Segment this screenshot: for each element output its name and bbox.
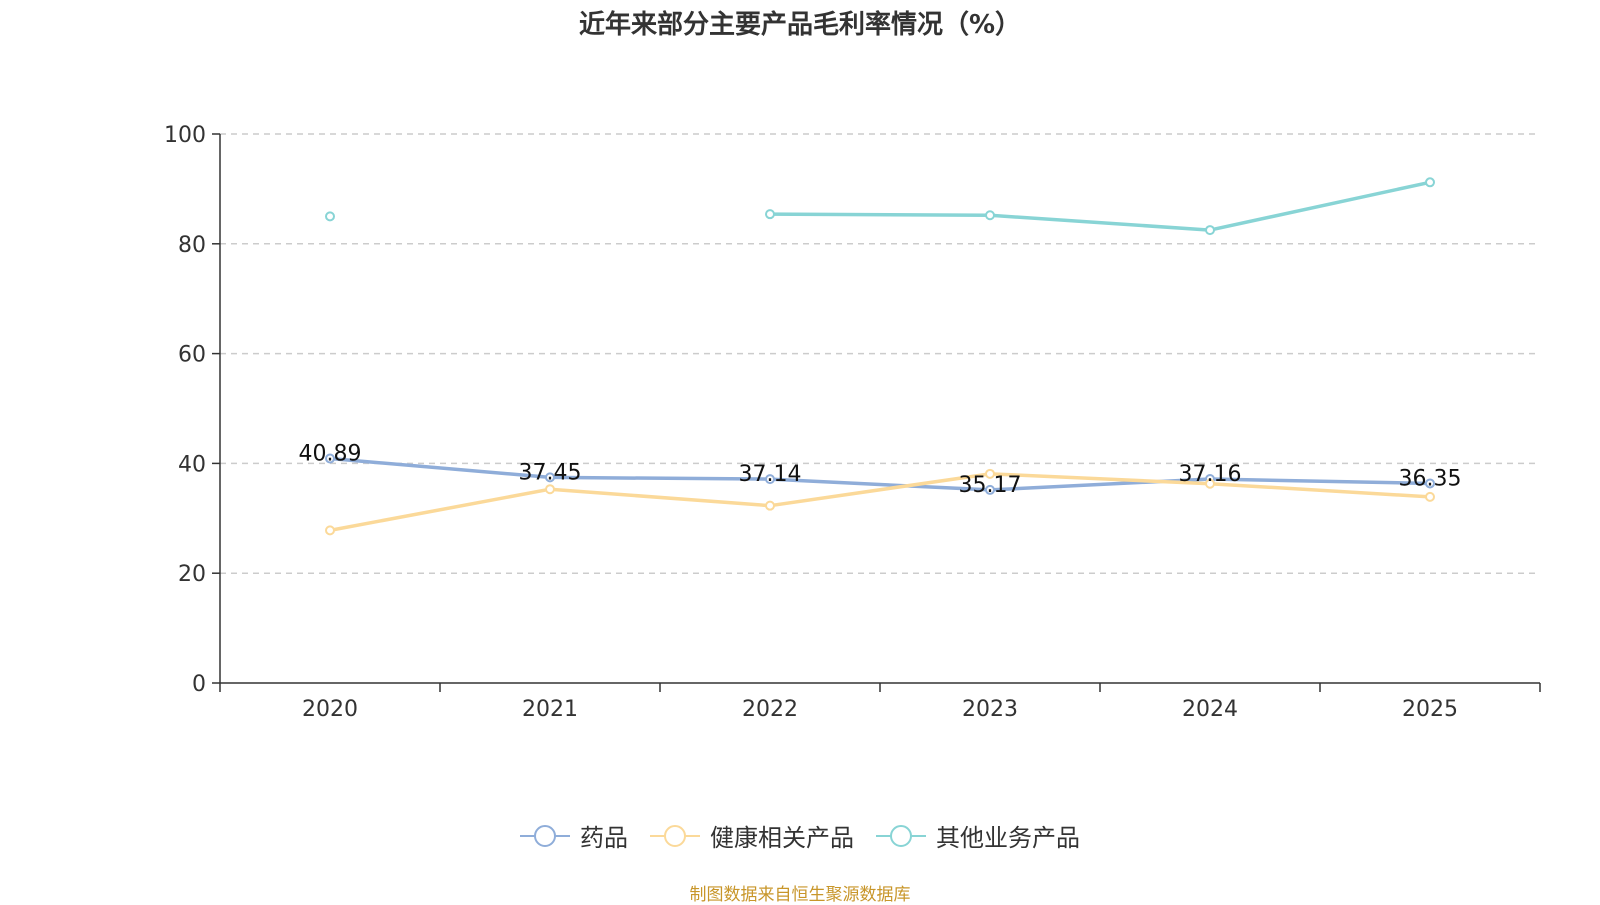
legend-swatch-其他业务产品 <box>876 824 926 847</box>
x-tick-label-2020: 2020 <box>302 697 358 722</box>
source-note: 制图数据来自恒生聚源数据库 <box>689 885 911 905</box>
point-药品-2023 <box>985 484 995 495</box>
data-label-药品-2020: 40.89 <box>299 442 362 467</box>
point-健康相关产品-2023 <box>985 468 995 479</box>
data-label-药品-2022: 37.14 <box>739 462 802 487</box>
point-药品-2020 <box>325 453 335 464</box>
y-tick-label-0: 0 <box>192 672 206 697</box>
point-其他业务产品-2024 <box>1205 225 1215 236</box>
legend-swatch-药品 <box>520 824 570 847</box>
y-tick-label-20: 20 <box>178 562 206 587</box>
legend-label-健康相关产品: 健康相关产品 <box>710 824 854 852</box>
data-label-药品-2024: 37.16 <box>1179 462 1242 487</box>
series-line-其他业务产品-1 <box>769 180 1431 232</box>
point-健康相关产品-2024 <box>1205 478 1215 489</box>
series-line-健康相关产品-0 <box>329 472 1431 533</box>
data-label-药品-2025: 36.35 <box>1399 466 1462 491</box>
legend-label-药品: 药品 <box>580 824 628 852</box>
data-label-药品-2023: 35.17 <box>959 473 1022 498</box>
x-tick-label-2021: 2021 <box>522 697 578 722</box>
line-chart: 0 20 40 60 80 100 2020 2021 2022 2023 2024 2025 40.8… <box>164 123 1541 722</box>
x-tick-label-2024: 2024 <box>1182 697 1238 722</box>
legend-item-药品[interactable]: 药品 <box>520 818 628 853</box>
y-tick-label-60: 60 <box>178 343 206 368</box>
legend-item-健康相关产品[interactable]: 健康相关产品 <box>650 818 854 853</box>
legend-label-其他业务产品: 其他业务产品 <box>936 824 1080 852</box>
y-tick-label-80: 80 <box>178 233 206 258</box>
point-其他业务产品-2023 <box>985 210 995 221</box>
point-健康相关产品-2025 <box>1425 491 1435 502</box>
point-其他业务产品-2022 <box>765 209 775 220</box>
point-药品-2025 <box>1425 478 1435 489</box>
point-药品-2021 <box>545 472 555 483</box>
point-健康相关产品-2020 <box>325 525 335 536</box>
point-健康相关产品-2022 <box>765 500 775 511</box>
legend: 药品 健康相关产品 其他业务产品 <box>0 818 1600 853</box>
x-tick-label-2025: 2025 <box>1402 697 1458 722</box>
x-tick-label-2023: 2023 <box>962 697 1018 722</box>
legend-swatch-健康相关产品 <box>650 824 700 847</box>
y-tick-label-40: 40 <box>178 452 206 477</box>
series-line-药品-0 <box>329 456 1431 492</box>
legend-item-其他业务产品[interactable]: 其他业务产品 <box>876 818 1080 853</box>
y-tick-label-100: 100 <box>164 123 206 148</box>
point-健康相关产品-2021 <box>545 484 555 495</box>
point-药品-2022 <box>765 474 775 485</box>
x-tick-label-2022: 2022 <box>742 697 798 722</box>
point-其他业务产品-2025 <box>1425 177 1435 188</box>
point-其他业务产品-2020 <box>325 211 335 222</box>
data-label-药品-2021: 37.45 <box>519 460 582 485</box>
chart-title: 近年来部分主要产品毛利率情况（%） <box>578 10 1022 40</box>
